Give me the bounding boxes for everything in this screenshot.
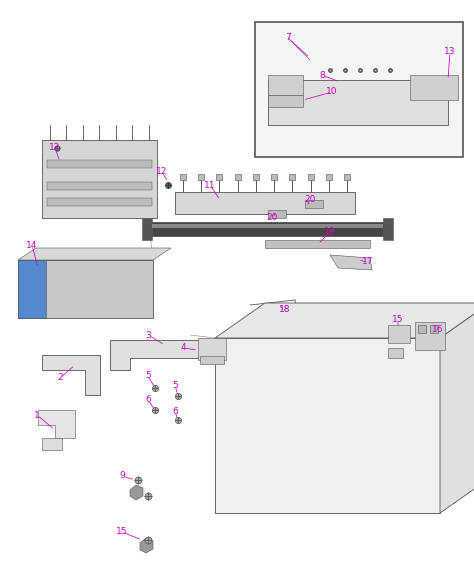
Text: 9: 9 — [119, 472, 125, 481]
Text: 10: 10 — [326, 88, 338, 97]
Text: 6: 6 — [145, 396, 151, 405]
Text: 18: 18 — [279, 306, 291, 315]
Text: 8: 8 — [319, 70, 325, 79]
Bar — [18, 260, 153, 318]
Text: 19: 19 — [324, 228, 336, 237]
Bar — [418, 325, 426, 333]
Bar — [268, 95, 303, 107]
Polygon shape — [42, 355, 100, 395]
Polygon shape — [330, 255, 372, 270]
Bar — [326, 174, 332, 180]
Bar — [415, 322, 445, 350]
Bar — [308, 174, 314, 180]
Bar — [198, 174, 204, 180]
Bar — [388, 348, 403, 358]
Text: 7: 7 — [285, 34, 291, 43]
Polygon shape — [215, 303, 474, 338]
Text: 15: 15 — [392, 315, 404, 324]
Text: 5: 5 — [172, 380, 178, 389]
Bar — [255, 22, 463, 157]
Text: 4: 4 — [180, 343, 186, 352]
Text: 20: 20 — [266, 214, 278, 223]
Bar — [18, 260, 46, 318]
Bar — [47, 182, 152, 190]
Text: 11: 11 — [204, 180, 216, 189]
Polygon shape — [38, 410, 75, 438]
Bar — [150, 222, 385, 236]
Text: 15: 15 — [116, 528, 128, 537]
Bar — [152, 224, 383, 228]
Text: 17: 17 — [362, 257, 374, 266]
Bar — [383, 218, 393, 240]
Text: 1: 1 — [34, 410, 40, 419]
Text: 12: 12 — [49, 143, 61, 152]
Text: 5: 5 — [145, 371, 151, 380]
Polygon shape — [215, 338, 440, 513]
Bar — [268, 80, 448, 125]
Bar — [305, 200, 323, 208]
Bar — [344, 174, 350, 180]
Polygon shape — [440, 303, 474, 513]
Text: 12: 12 — [156, 167, 168, 176]
Bar — [47, 198, 152, 206]
Text: 13: 13 — [444, 48, 456, 57]
Bar — [388, 325, 410, 343]
Bar — [42, 438, 62, 450]
Bar — [268, 210, 286, 218]
Bar — [289, 174, 295, 180]
Bar — [180, 174, 186, 180]
Text: 2: 2 — [57, 374, 63, 383]
Bar — [42, 140, 157, 218]
Bar — [265, 240, 370, 248]
Bar — [198, 338, 226, 360]
Polygon shape — [110, 340, 215, 370]
Bar — [217, 174, 222, 180]
Bar — [200, 356, 224, 364]
Bar — [378, 308, 468, 383]
Bar — [47, 160, 152, 168]
Text: 6: 6 — [172, 407, 178, 416]
Text: 16: 16 — [432, 325, 444, 334]
Text: 20: 20 — [304, 196, 316, 205]
Polygon shape — [18, 248, 171, 260]
Text: 14: 14 — [27, 241, 38, 250]
Bar — [410, 75, 458, 100]
Bar — [235, 174, 241, 180]
Bar — [175, 192, 355, 214]
Polygon shape — [140, 538, 153, 553]
Bar — [253, 174, 259, 180]
Polygon shape — [130, 485, 143, 500]
Bar — [430, 325, 438, 333]
Bar — [268, 75, 303, 95]
Bar — [142, 218, 152, 240]
Text: 3: 3 — [145, 330, 151, 339]
Bar — [271, 174, 277, 180]
